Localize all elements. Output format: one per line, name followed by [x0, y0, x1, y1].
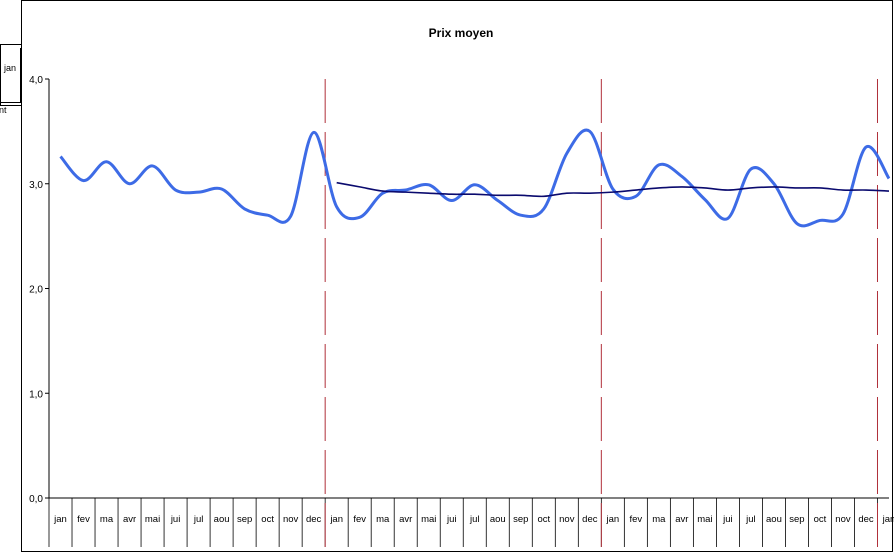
y-tick-label: 0,0 [29, 494, 43, 505]
x-tick-label: jui [446, 514, 457, 525]
x-tick-label: jui [722, 514, 733, 525]
x-tick-label: jul [469, 514, 480, 525]
x-tick-label: jan [605, 514, 619, 525]
chart-title: Prix moyen [429, 26, 494, 40]
x-tick-label: fev [77, 514, 90, 525]
x-tick-label: sep [237, 514, 252, 525]
y-tick-label: 3,0 [29, 180, 43, 191]
x-tick-label: dec [582, 514, 598, 525]
series-line-trend [336, 181, 890, 198]
x-tick-label: oct [261, 514, 274, 525]
y-tick-label: 2,0 [29, 285, 43, 296]
x-tick-label: ma [376, 514, 390, 525]
side-legend-label: jan [3, 63, 16, 73]
x-tick-label: fev [353, 514, 366, 525]
x-tick-label: fev [630, 514, 643, 525]
x-tick-label: jul [745, 514, 756, 525]
x-tick-label: mai [697, 514, 712, 525]
x-tick-label: mai [421, 514, 436, 525]
side-legend-label-2: ont [0, 105, 7, 115]
y-tick-label: 1,0 [29, 389, 43, 400]
x-tick-label: mai [145, 514, 160, 525]
side-legend-frame [0, 48, 21, 103]
x-tick-label: jan [53, 514, 67, 525]
x-tick-label: avr [675, 514, 688, 525]
x-tick-label: dec [858, 514, 874, 525]
x-tick-label: ma [652, 514, 666, 525]
x-tick-label: oct [537, 514, 550, 525]
x-tick-label: jul [193, 514, 204, 525]
x-tick-label: aou [766, 514, 782, 525]
x-tick-label: sep [789, 514, 804, 525]
x-tick-label: aou [214, 514, 230, 525]
x-tick-label: oct [814, 514, 827, 525]
x-tick-label: nov [559, 514, 575, 525]
x-tick-label: avr [123, 514, 136, 525]
x-tick-label: nov [283, 514, 299, 525]
chart-frame [21, 0, 893, 552]
series-line-price [59, 128, 891, 228]
x-tick-label: jui [170, 514, 181, 525]
x-tick-label: ma [100, 514, 114, 525]
x-tick-label: nov [835, 514, 851, 525]
x-tick-label: jan [882, 514, 894, 525]
series-layer [59, 128, 891, 228]
x-tick-label: aou [490, 514, 506, 525]
x-tick-label: sep [513, 514, 528, 525]
y-tick-label: 4,0 [29, 75, 43, 86]
x-tick-label: jan [329, 514, 343, 525]
year-dividers [324, 79, 878, 547]
x-tick-label: avr [399, 514, 412, 525]
x-tick-label: dec [306, 514, 322, 525]
